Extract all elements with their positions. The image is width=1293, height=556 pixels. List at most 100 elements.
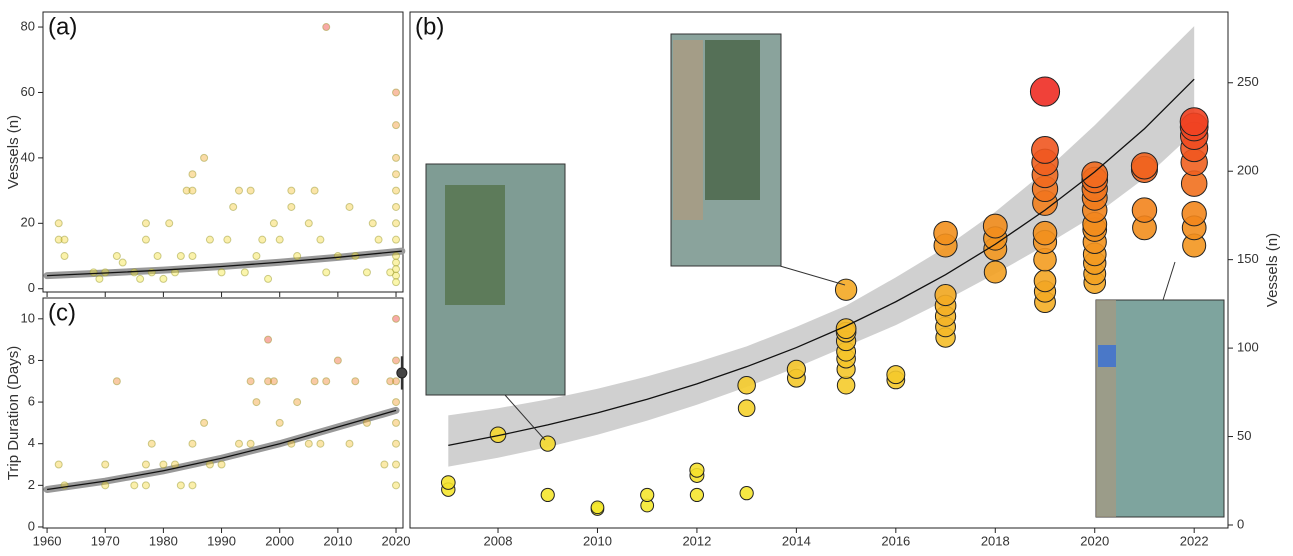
data-point [224,236,231,243]
data-point [55,220,62,227]
data-point [323,378,330,385]
data-point [154,253,161,260]
x-tick-label: 2020 [1080,533,1109,548]
data-point [393,154,400,161]
data-point [641,488,654,501]
y-tick-label: 20 [21,215,35,230]
data-point [393,357,400,364]
data-point [375,236,382,243]
data-point [334,357,341,364]
data-point [235,440,242,447]
data-point [393,236,400,243]
data-point [218,461,225,468]
data-point [189,171,196,178]
data-point [887,366,905,384]
data-point [294,399,301,406]
data-point [1034,270,1056,292]
data-point [189,253,196,260]
data-point [787,360,805,378]
x-tick-label: 2012 [682,533,711,548]
x-tick-label: 2016 [881,533,910,548]
data-point [230,203,237,210]
data-point [1030,77,1059,106]
y-tick-label: 80 [21,18,35,33]
data-point [288,203,295,210]
data-point [738,376,756,394]
data-point [1132,198,1156,222]
data-point [201,419,208,426]
data-point [393,89,400,96]
x-tick-label: 1990 [207,533,236,548]
plot-frame [43,12,403,292]
data-point [690,463,704,477]
data-point [160,461,167,468]
data-point [142,461,149,468]
data-point [591,501,604,514]
data-point [160,275,167,282]
data-point [206,236,213,243]
data-point [837,376,855,394]
x-tick-label: 2022 [1180,533,1209,548]
inset-detail [1096,300,1116,517]
data-point [935,284,956,305]
data-point [1131,153,1157,179]
data-point [119,259,126,266]
data-point [835,279,856,300]
data-point [102,482,109,489]
data-point [102,461,109,468]
y-tick-label: 10 [21,310,35,325]
y-tick-label: 6 [28,394,35,409]
data-point [393,399,400,406]
data-point [148,440,155,447]
x-tick-label: 2018 [981,533,1010,548]
data-point [393,378,400,385]
data-point [96,275,103,282]
y-tick-label: 150 [1237,251,1259,266]
x-tick-label: 2020 [382,533,411,548]
data-point [294,253,301,260]
data-point [323,24,330,31]
panel-label: (c) [48,299,76,326]
x-tick-label: 2010 [323,533,352,548]
data-point [1033,221,1057,245]
inset-detail [445,185,505,305]
data-point [253,253,260,260]
data-point [276,419,283,426]
y-axis-label: Trip Duration (Days) [5,346,22,480]
data-point [984,261,1006,283]
y-tick-label: 0 [28,280,35,295]
data-point [276,236,283,243]
data-point [265,336,272,343]
y-tick-label: 200 [1237,163,1259,178]
data-point [206,461,213,468]
data-point [934,221,958,245]
data-point [61,253,68,260]
data-point [317,236,324,243]
x-tick-label: 2010 [583,533,612,548]
data-point [247,440,254,447]
data-point [393,461,400,468]
data-point [201,154,208,161]
inset-detail [705,40,760,200]
summary-point [397,368,407,378]
data-point [352,378,359,385]
y-tick-label: 2 [28,477,35,492]
data-point [259,236,266,243]
chart: 020406080Vessels (n)(a)05010015020025020… [0,0,1293,551]
data-point [235,187,242,194]
data-point [393,187,400,194]
data-point [265,275,272,282]
data-point [393,171,400,178]
data-point [393,272,400,279]
x-tick-label: 1980 [149,533,178,548]
x-tick-label: 2014 [782,533,811,548]
data-point [137,275,144,282]
data-point [1180,108,1208,136]
data-point [131,269,138,276]
data-point [393,203,400,210]
data-point [61,236,68,243]
data-point [177,482,184,489]
panel-label: (b) [415,13,444,40]
data-point [305,220,312,227]
y-tick-label: 250 [1237,74,1259,89]
